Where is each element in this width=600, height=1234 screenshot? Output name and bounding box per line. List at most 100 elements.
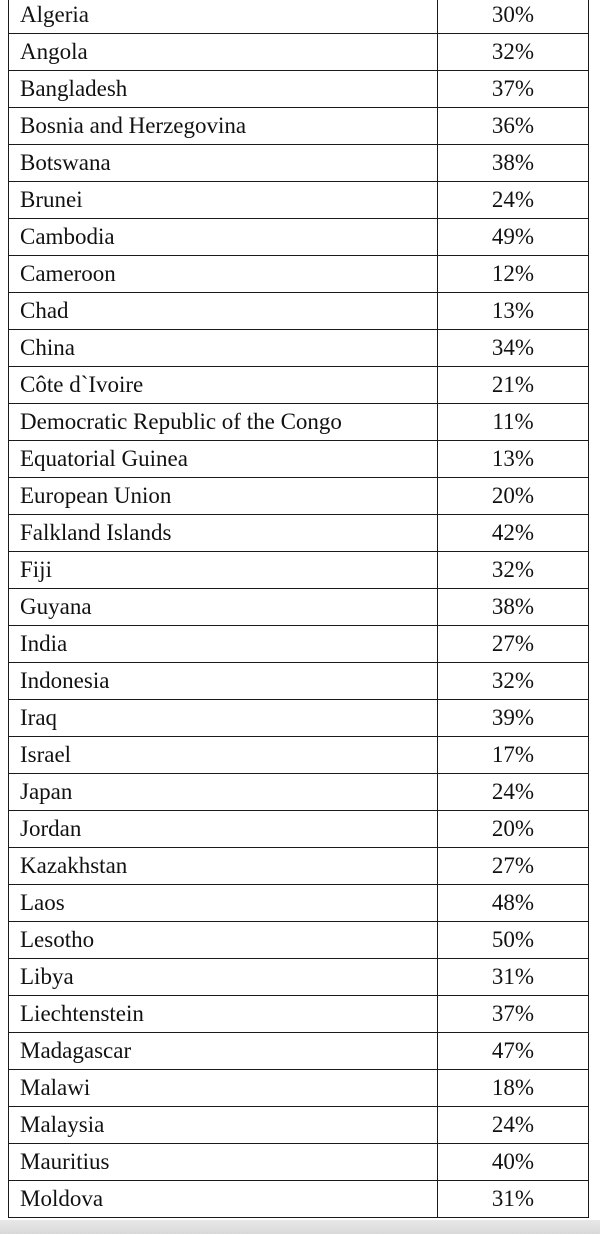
percentage-cell: 17%: [437, 736, 589, 774]
table-row: Mauritius 40%: [8, 1143, 589, 1181]
percentage-cell: 20%: [437, 477, 589, 515]
country-cell: Guyana: [8, 588, 438, 626]
country-cell: Malaysia: [8, 1106, 438, 1144]
table-row: Democratic Republic of the Congo 11%: [8, 403, 589, 441]
country-cell: Angola: [8, 33, 438, 71]
percentage-cell: 38%: [437, 588, 589, 626]
table-row: Cambodia 49%: [8, 218, 589, 256]
percentage-cell: 37%: [437, 995, 589, 1033]
country-cell: Laos: [8, 884, 438, 922]
percentage-cell: 24%: [437, 1106, 589, 1144]
table-row: India 27%: [8, 625, 589, 663]
table-row: Iraq 39%: [8, 699, 589, 737]
country-cell: India: [8, 625, 438, 663]
table-row: European Union 20%: [8, 477, 589, 515]
country-cell: Malawi: [8, 1069, 438, 1107]
table-row: Indonesia 32%: [8, 662, 589, 700]
percentage-cell: 32%: [437, 33, 589, 71]
table-row: Israel 17%: [8, 736, 589, 774]
country-cell: Liechtenstein: [8, 995, 438, 1033]
country-cell: Kazakhstan: [8, 847, 438, 885]
percentage-cell: 32%: [437, 551, 589, 589]
country-cell: Libya: [8, 958, 438, 996]
percentage-cell: 31%: [437, 1180, 589, 1218]
percentage-cell: 27%: [437, 847, 589, 885]
country-cell: Bosnia and Herzegovina: [8, 107, 438, 145]
table-row: Equatorial Guinea 13%: [8, 440, 589, 478]
table-row: Bangladesh 37%: [8, 70, 589, 108]
percentage-cell: 13%: [437, 440, 589, 478]
percentage-cell: 20%: [437, 810, 589, 848]
country-cell: Israel: [8, 736, 438, 774]
table-row: Libya 31%: [8, 958, 589, 996]
percentage-cell: 38%: [437, 144, 589, 182]
table-row: Malawi 18%: [8, 1069, 589, 1107]
country-cell: Mauritius: [8, 1143, 438, 1181]
table-row: Falkland Islands 42%: [8, 514, 589, 552]
country-cell: Chad: [8, 292, 438, 330]
country-cell: Côte d`Ivoire: [8, 366, 438, 404]
country-cell: Japan: [8, 773, 438, 811]
percentage-cell: 40%: [437, 1143, 589, 1181]
country-cell: Falkland Islands: [8, 514, 438, 552]
country-cell: Botswana: [8, 144, 438, 182]
table-row: Angola 32%: [8, 33, 589, 71]
table-row: Brunei 24%: [8, 181, 589, 219]
percentage-cell: 32%: [437, 662, 589, 700]
table-row: Madagascar 47%: [8, 1032, 589, 1070]
table-body: Algeria 30% Angola 32% Bangladesh 37% Bosnia a…: [8, 0, 589, 1218]
table-row: Jordan 20%: [8, 810, 589, 848]
percentage-cell: 24%: [437, 181, 589, 219]
percentage-cell: 30%: [437, 0, 589, 34]
table-row: Japan 24%: [8, 773, 589, 811]
percentage-cell: 50%: [437, 921, 589, 959]
table-row: Lesotho 50%: [8, 921, 589, 959]
country-cell: Moldova: [8, 1180, 438, 1218]
table-row: Guyana 38%: [8, 588, 589, 626]
table-row: Botswana 38%: [8, 144, 589, 182]
table-row: Laos 48%: [8, 884, 589, 922]
table-row: Fiji 32%: [8, 551, 589, 589]
table-row: Bosnia and Herzegovina 36%: [8, 107, 589, 145]
country-cell: Fiji: [8, 551, 438, 589]
country-cell: Algeria: [8, 0, 438, 34]
percentage-cell: 42%: [437, 514, 589, 552]
table-row: Chad 13%: [8, 292, 589, 330]
percentage-cell: 48%: [437, 884, 589, 922]
table-row: Cameroon 12%: [8, 255, 589, 293]
table-row: Liechtenstein 37%: [8, 995, 589, 1033]
country-percentage-table: Algeria 30% Angola 32% Bangladesh 37% Bosnia a…: [8, 0, 589, 1218]
percentage-cell: 13%: [437, 292, 589, 330]
country-cell: China: [8, 329, 438, 367]
table-row: Moldova 31%: [8, 1180, 589, 1218]
table-row: Kazakhstan 27%: [8, 847, 589, 885]
country-cell: Cameroon: [8, 255, 438, 293]
country-cell: Iraq: [8, 699, 438, 737]
page-bottom-edge: [0, 1220, 600, 1234]
percentage-cell: 36%: [437, 107, 589, 145]
country-cell: Bangladesh: [8, 70, 438, 108]
percentage-cell: 47%: [437, 1032, 589, 1070]
percentage-cell: 12%: [437, 255, 589, 293]
country-percentage-table-container: Algeria 30% Angola 32% Bangladesh 37% Bosnia a…: [8, 0, 589, 1218]
country-cell: Madagascar: [8, 1032, 438, 1070]
percentage-cell: 11%: [437, 403, 589, 441]
country-cell: Equatorial Guinea: [8, 440, 438, 478]
country-cell: Indonesia: [8, 662, 438, 700]
percentage-cell: 24%: [437, 773, 589, 811]
table-row: China 34%: [8, 329, 589, 367]
country-cell: Brunei: [8, 181, 438, 219]
percentage-cell: 21%: [437, 366, 589, 404]
country-cell: Democratic Republic of the Congo: [8, 403, 438, 441]
percentage-cell: 31%: [437, 958, 589, 996]
percentage-cell: 39%: [437, 699, 589, 737]
country-cell: Cambodia: [8, 218, 438, 256]
percentage-cell: 34%: [437, 329, 589, 367]
country-cell: European Union: [8, 477, 438, 515]
table-row: Côte d`Ivoire 21%: [8, 366, 589, 404]
percentage-cell: 27%: [437, 625, 589, 663]
country-cell: Jordan: [8, 810, 438, 848]
table-row: Malaysia 24%: [8, 1106, 589, 1144]
percentage-cell: 37%: [437, 70, 589, 108]
country-cell: Lesotho: [8, 921, 438, 959]
